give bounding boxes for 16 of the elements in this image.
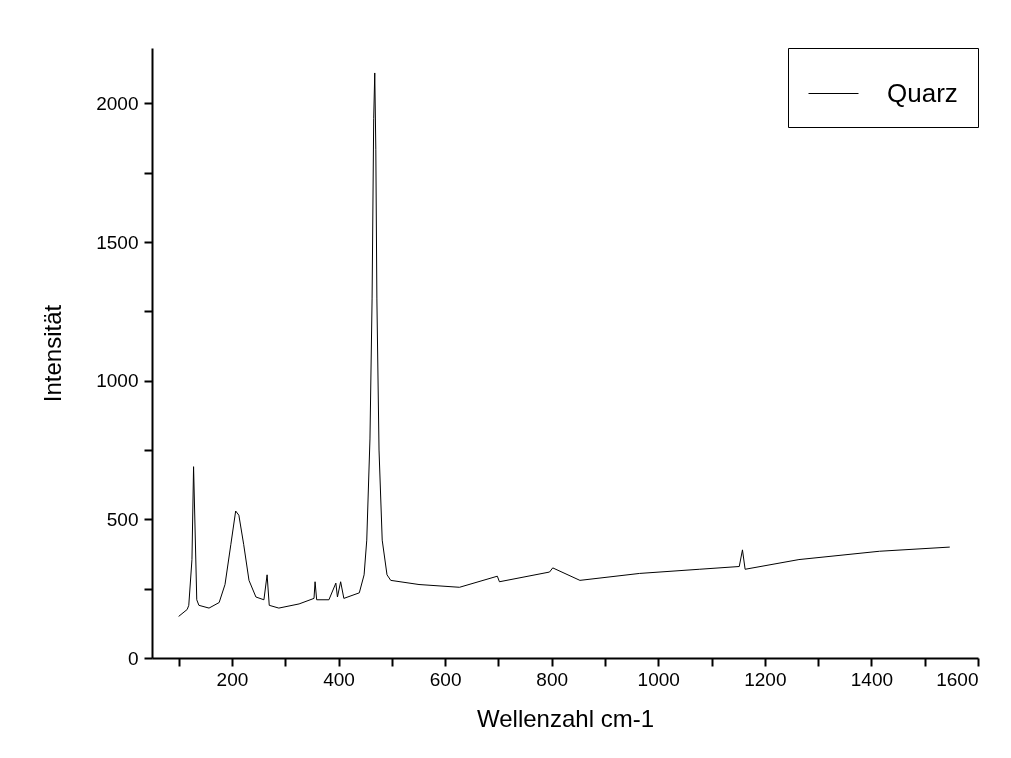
x-axis-title: Wellenzahl cm-1 bbox=[477, 704, 654, 732]
legend-label: Quarz bbox=[887, 77, 958, 108]
x-tick-label: 400 bbox=[323, 668, 355, 690]
x-tick-label: 600 bbox=[429, 668, 462, 690]
y-tick-label: 0 bbox=[127, 647, 139, 669]
y-tick-label: 1000 bbox=[96, 370, 139, 392]
x-tick-label: 800 bbox=[536, 668, 569, 690]
y-tick-label: 1500 bbox=[96, 231, 139, 253]
x-tick-label: 1000 bbox=[637, 668, 680, 690]
y-tick-label: 2000 bbox=[96, 92, 139, 114]
y-axis-title: Intensität bbox=[39, 304, 67, 403]
x-tick-label: 1600 bbox=[936, 668, 979, 690]
x-tick-label: 1200 bbox=[744, 668, 787, 690]
x-tick-label: 200 bbox=[216, 668, 249, 690]
y-tick-label: 500 bbox=[106, 508, 139, 530]
x-tick-label: 1400 bbox=[850, 668, 894, 690]
